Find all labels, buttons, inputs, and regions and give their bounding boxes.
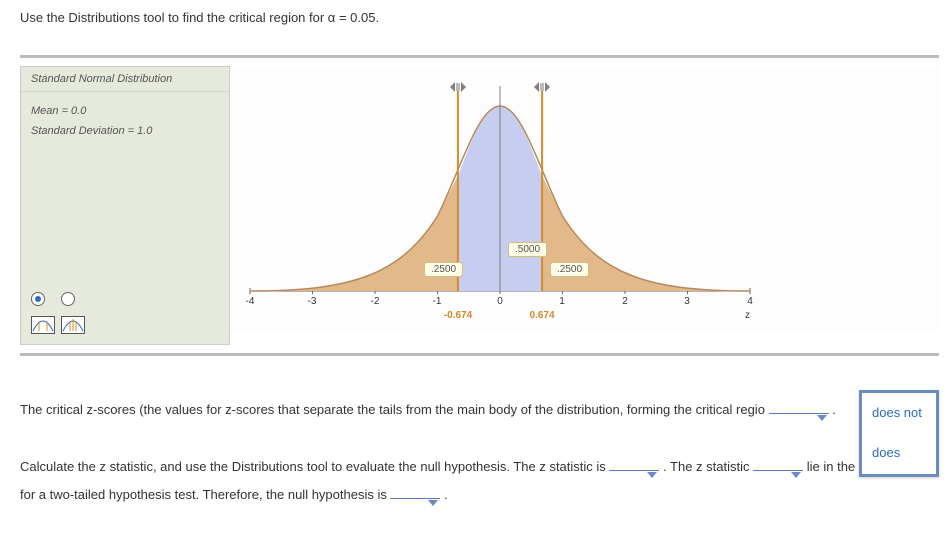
area-label-mid: .5000 bbox=[508, 242, 547, 257]
text-seg-2d: . bbox=[444, 487, 448, 502]
axis-tick: -4 bbox=[246, 296, 255, 307]
text-seg-1a: The critical z-scores (the values for z-… bbox=[20, 402, 765, 417]
curve-icon-two-tail[interactable] bbox=[31, 316, 55, 334]
axis-tick: 3 bbox=[684, 296, 690, 307]
radio-mode-2[interactable] bbox=[61, 292, 75, 306]
mean-label: Mean = 0.0 bbox=[31, 102, 219, 122]
axis-tick: 0 bbox=[497, 296, 503, 307]
axis-tick: 1 bbox=[559, 296, 565, 307]
dropdown-does-lie[interactable] bbox=[753, 470, 803, 471]
radio-mode-1[interactable] bbox=[31, 292, 45, 306]
tool-sidebar: Standard Normal Distribution Mean = 0.0 … bbox=[20, 66, 230, 345]
divider-bottom bbox=[20, 353, 939, 356]
dropdown-popup-does: does not does bbox=[859, 390, 939, 477]
slider-handle-left[interactable] bbox=[448, 80, 468, 97]
chart-canvas: .2500 .5000 .2500 -4 -3 -2 -1 0 1 2 3 4 … bbox=[230, 66, 939, 331]
divider-top bbox=[20, 55, 939, 58]
dropdown-option-does-not[interactable]: does not bbox=[862, 393, 936, 434]
axis-tick: 2 bbox=[622, 296, 628, 307]
axis-tick: -2 bbox=[371, 296, 380, 307]
text-seg-2b: . The z statistic bbox=[663, 459, 753, 474]
text-seg-2a: Calculate the z statistic, and use the D… bbox=[20, 459, 609, 474]
curve-icon-one-tail[interactable] bbox=[61, 316, 85, 334]
axis-tick: 4 bbox=[747, 296, 753, 307]
question-text: Use the Distributions tool to find the c… bbox=[20, 10, 939, 25]
distributions-tool: Standard Normal Distribution Mean = 0.0 … bbox=[20, 66, 939, 345]
normal-curve-svg bbox=[230, 66, 770, 331]
z-value-neg: -0.674 bbox=[444, 310, 472, 321]
dropdown-option-does[interactable]: does bbox=[862, 433, 936, 474]
answer-section: The critical z-scores (the values for z-… bbox=[20, 396, 939, 510]
radio-controls bbox=[21, 282, 229, 316]
axis-tick: -3 bbox=[308, 296, 317, 307]
slider-handle-right[interactable] bbox=[532, 80, 552, 97]
axis-letter: z bbox=[745, 310, 750, 321]
sidebar-title: Standard Normal Distribution bbox=[21, 67, 229, 92]
dropdown-z-statistic[interactable] bbox=[609, 470, 659, 471]
z-value-pos: 0.674 bbox=[529, 310, 554, 321]
area-label-left: .2500 bbox=[424, 262, 463, 277]
sd-label: Standard Deviation = 1.0 bbox=[31, 122, 219, 142]
dropdown-null-hyp[interactable] bbox=[390, 498, 440, 499]
mode-icons bbox=[21, 316, 229, 344]
axis-tick: -1 bbox=[433, 296, 442, 307]
text-seg-1b: . bbox=[832, 402, 836, 417]
dropdown-critical-values[interactable] bbox=[769, 413, 829, 414]
sidebar-params: Mean = 0.0 Standard Deviation = 1.0 bbox=[21, 92, 229, 152]
area-label-right: .2500 bbox=[550, 262, 589, 277]
